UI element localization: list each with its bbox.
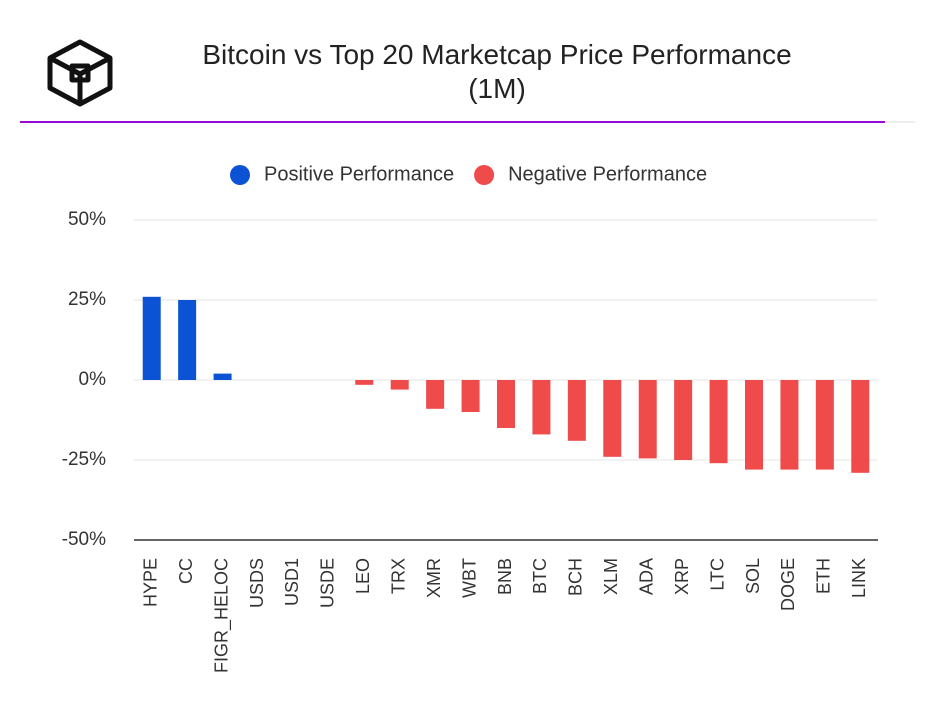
x-tick-label: LEO — [353, 558, 373, 594]
bar — [426, 380, 445, 409]
bar — [355, 380, 374, 385]
chart-title: Bitcoin vs Top 20 Marketcap Price Perfor… — [202, 39, 792, 104]
legend-marker — [474, 165, 495, 185]
bar — [532, 380, 551, 435]
y-tick-label: 50% — [68, 209, 106, 230]
x-tick-label: XRP — [672, 558, 692, 595]
x-tick-label: TRX — [388, 558, 408, 594]
x-tick-label: BCH — [566, 558, 586, 596]
x-tick-label: HYPE — [140, 558, 160, 607]
x-tick-label: SOL — [743, 558, 763, 594]
logo — [47, 39, 113, 107]
legend-marker — [230, 165, 250, 185]
bar — [603, 380, 622, 457]
x-tick-label: USDE — [318, 558, 338, 608]
x-tick-label: USD1 — [282, 558, 302, 606]
bar — [497, 380, 515, 428]
bar — [567, 380, 586, 441]
bar — [851, 380, 870, 473]
bar — [638, 380, 657, 459]
x-tick-label: ADA — [636, 558, 656, 595]
y-tick-label: 0% — [79, 369, 107, 390]
x-tick-label: ETH — [814, 558, 834, 594]
x-tick-label: BTC — [530, 558, 550, 594]
legend-label: Positive Performance — [264, 163, 454, 185]
bar — [815, 380, 834, 470]
bar — [461, 380, 480, 412]
y-tick-label: -25% — [62, 449, 106, 470]
bar — [142, 296, 161, 380]
y-tick-label: -50% — [62, 529, 106, 550]
bar — [213, 373, 232, 380]
bar — [709, 380, 728, 464]
x-tick-label: XLM — [601, 558, 621, 595]
bar — [745, 380, 763, 470]
legend-label: Negative Performance — [508, 163, 707, 185]
x-tick-label: DOGE — [778, 558, 798, 611]
x-tick-label: XMR — [424, 558, 444, 598]
x-tick-label: CC — [176, 558, 196, 584]
bar — [780, 380, 799, 470]
bar — [178, 300, 197, 380]
x-tick-label: USDS — [247, 558, 267, 608]
x-tick-label: LTC — [707, 558, 727, 591]
x-tick-label: WBT — [459, 558, 479, 598]
y-tick-label: 25% — [68, 289, 106, 310]
x-tick-label: BNB — [495, 558, 515, 595]
x-tick-label: FIGR_HELOC — [211, 558, 232, 673]
bar — [674, 380, 693, 460]
x-tick-label: LINK — [849, 558, 869, 598]
bar — [390, 380, 409, 390]
